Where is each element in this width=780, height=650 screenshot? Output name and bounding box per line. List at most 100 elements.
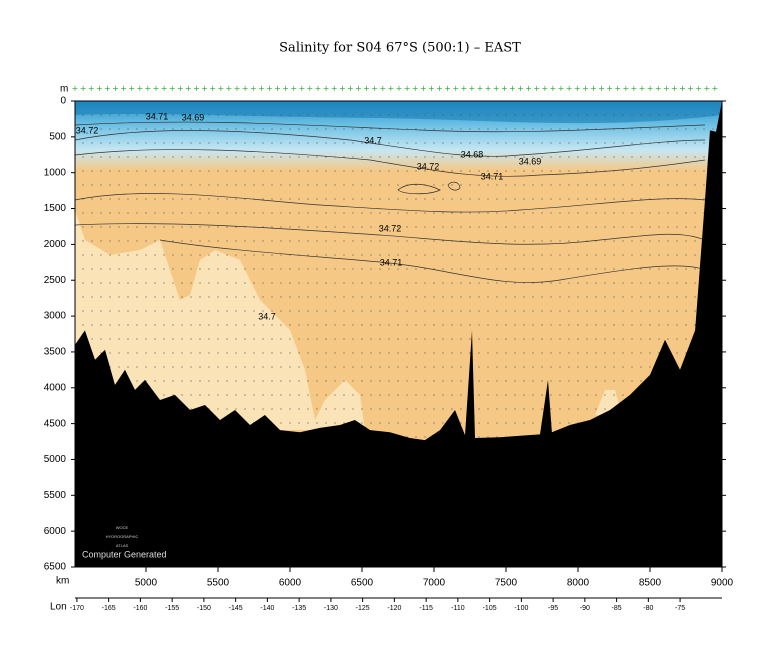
- station-marker: +: [460, 84, 467, 93]
- station-marker: +: [695, 84, 702, 93]
- station-marker: +: [120, 84, 127, 93]
- station-marker: +: [323, 84, 330, 93]
- lon-tick-label: -140: [260, 605, 274, 612]
- contour-label: 34.7: [364, 135, 382, 145]
- station-marker: +: [258, 84, 265, 93]
- y-tick-label: 3500: [44, 347, 67, 358]
- lon-tick-label: -130: [324, 605, 338, 612]
- station-marker: +: [298, 84, 305, 93]
- station-marker: +: [307, 84, 314, 93]
- x-tick-label: 6000: [279, 578, 302, 589]
- station-marker: +: [266, 84, 273, 93]
- y-tick-label: 1000: [44, 167, 67, 178]
- station-marker: +: [315, 84, 322, 93]
- station-marker: +: [452, 84, 459, 93]
- station-marker: +: [88, 84, 95, 93]
- lon-tick-label: -145: [229, 605, 243, 612]
- station-marker: +: [469, 84, 476, 93]
- y-tick-label: 2000: [44, 239, 67, 250]
- x-tick-label: 6500: [351, 578, 374, 589]
- lon-tick-label: -100: [514, 605, 528, 612]
- station-marker: +: [477, 84, 484, 93]
- lon-tick-label: -170: [70, 605, 84, 612]
- axis-frame: [74, 100, 723, 568]
- station-marker: +: [712, 84, 719, 93]
- station-marker: +: [687, 84, 694, 93]
- station-marker: +: [169, 84, 176, 93]
- station-marker: +: [533, 84, 540, 93]
- station-marker: +: [145, 84, 152, 93]
- station-marker: +: [501, 84, 508, 93]
- station-marker: +: [404, 84, 411, 93]
- station-marker: +: [177, 84, 184, 93]
- contour-label: 34.71: [380, 257, 403, 267]
- y-tick-label: 500: [49, 131, 66, 142]
- station-marker: +: [72, 84, 79, 93]
- station-marker: +: [655, 84, 662, 93]
- y-tick-label: 5000: [44, 454, 67, 465]
- x-tick-label: 7000: [423, 578, 446, 589]
- station-marker: +: [274, 84, 281, 93]
- station-marker: +: [493, 84, 500, 93]
- lon-tick-label: -115: [419, 605, 433, 612]
- watermark: ATLAS: [116, 543, 129, 548]
- station-marker: +: [663, 84, 670, 93]
- station-marker: +: [703, 84, 710, 93]
- lon-tick-label: -85: [612, 605, 622, 612]
- contours: [74, 121, 706, 283]
- station-marker: +: [355, 84, 362, 93]
- station-marker: +: [242, 84, 249, 93]
- station-marker: +: [161, 84, 168, 93]
- station-marker: +: [428, 84, 435, 93]
- station-marker: +: [363, 84, 370, 93]
- lon-tick-label: -120: [387, 605, 401, 612]
- x-tick-label: 5500: [207, 578, 230, 589]
- lon-tick-label: -105: [483, 605, 497, 612]
- station-marker: +: [639, 84, 646, 93]
- y-axis-label: m: [60, 84, 68, 95]
- lon-tick-label: -150: [197, 605, 211, 612]
- station-marker: +: [574, 84, 581, 93]
- x-tick-label: 8500: [639, 578, 662, 589]
- contour-label: 34.71: [146, 111, 169, 121]
- station-marker: +: [631, 84, 638, 93]
- station-marker: +: [679, 84, 686, 93]
- y-tick-label: 4500: [44, 418, 67, 429]
- contour-label: 34.72: [417, 161, 440, 171]
- lon-tick-label: -90: [580, 605, 590, 612]
- station-marker: +: [104, 84, 111, 93]
- contour-label: 34.72: [76, 125, 99, 135]
- y-tick-label: 2500: [44, 275, 67, 286]
- contour-label: 34.69: [519, 156, 542, 166]
- station-marker: +: [396, 84, 403, 93]
- station-marker: +: [485, 84, 492, 93]
- y-tick-label: 4000: [44, 382, 67, 393]
- chart-title: Salinity for S04 67°S (500:1) – EAST: [279, 41, 521, 56]
- x-tick-label: 9000: [711, 578, 734, 589]
- lon-tick-label: -155: [165, 605, 179, 612]
- station-marker: +: [598, 84, 605, 93]
- station-marker: +: [347, 84, 354, 93]
- watermark: WOCE: [116, 525, 129, 530]
- lon-tick-label: -75: [675, 605, 685, 612]
- station-marker: +: [371, 84, 378, 93]
- lon-tick-label: -165: [102, 605, 116, 612]
- station-marker: +: [96, 84, 103, 93]
- x-tick-label: 7500: [495, 578, 518, 589]
- station-marker: +: [234, 84, 241, 93]
- station-marker: +: [250, 84, 257, 93]
- lon-tick-label: -80: [643, 605, 653, 612]
- station-marker: +: [444, 84, 451, 93]
- lon-tick-label: -110: [451, 605, 465, 612]
- x-axis-label: km: [56, 576, 69, 587]
- x-tick-label: 8000: [567, 578, 590, 589]
- contour-label: 34.68: [461, 149, 484, 159]
- bathymetry: [75, 101, 722, 567]
- station-marker: +: [550, 84, 557, 93]
- lon-tick-label: -160: [133, 605, 147, 612]
- station-marker: +: [509, 84, 516, 93]
- station-marker: +: [217, 84, 224, 93]
- station-marker: +: [185, 84, 192, 93]
- plot-area: [74, 101, 722, 567]
